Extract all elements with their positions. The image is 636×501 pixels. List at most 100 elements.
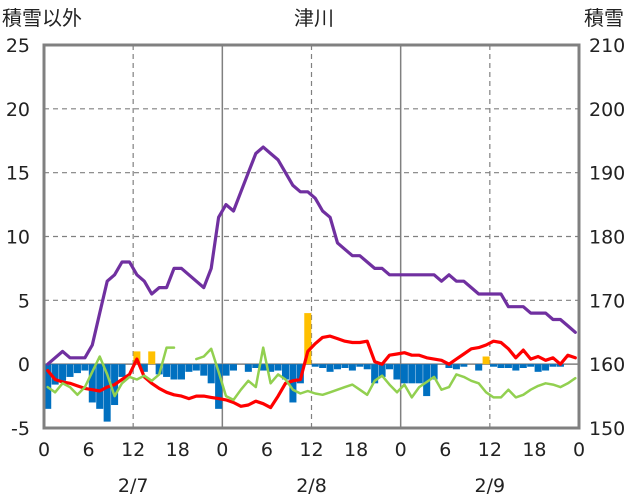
left-tick-label: 20 bbox=[6, 99, 30, 121]
right-tick-label: 190 bbox=[589, 163, 625, 185]
x-date-label: 2/8 bbox=[296, 475, 327, 497]
bar-negative bbox=[527, 364, 535, 367]
bar-negative bbox=[267, 364, 275, 372]
bar-negative bbox=[170, 364, 178, 380]
right-tick-label: 160 bbox=[589, 354, 625, 376]
bar-negative bbox=[460, 364, 468, 367]
right-tick-label: 170 bbox=[589, 290, 625, 312]
x-hour-label: 0 bbox=[38, 439, 50, 461]
bar-negative bbox=[155, 364, 163, 375]
left-tick-label: 0 bbox=[18, 354, 30, 376]
bar-negative bbox=[192, 364, 200, 371]
bar-negative bbox=[103, 364, 111, 422]
bar-negative bbox=[311, 364, 319, 367]
bar-negative bbox=[534, 364, 542, 372]
bar-negative bbox=[252, 364, 260, 368]
bar-negative bbox=[96, 364, 104, 409]
bar-negative bbox=[207, 364, 215, 384]
right-tick-label: 180 bbox=[589, 227, 625, 249]
bar-negative bbox=[200, 364, 208, 376]
snow-depth-line bbox=[46, 145, 577, 366]
bar-negative bbox=[66, 364, 74, 377]
bar-negative bbox=[445, 364, 453, 368]
bar-negative bbox=[222, 364, 230, 376]
right-tick-label: 200 bbox=[589, 99, 625, 121]
bar-negative bbox=[281, 364, 290, 380]
bar-negative bbox=[319, 364, 327, 368]
left-tick-label: 25 bbox=[6, 35, 30, 57]
left-tick-label: 15 bbox=[6, 163, 30, 185]
bar-negative bbox=[118, 364, 126, 377]
bar-positive bbox=[304, 313, 312, 365]
bar-negative bbox=[259, 364, 267, 371]
bar-negative bbox=[51, 364, 59, 385]
left-y-axis: 25 20 15 10 5 0 -5 bbox=[6, 35, 30, 440]
x-hour-label: 18 bbox=[166, 439, 190, 461]
x-hour-label: 6 bbox=[261, 439, 273, 461]
right-axis-title: 積雪 bbox=[584, 6, 624, 30]
bar-negative bbox=[408, 364, 416, 384]
bar-negative bbox=[229, 364, 237, 371]
left-axis-title: 積雪以外 bbox=[2, 6, 82, 30]
bar-negative bbox=[386, 364, 394, 370]
bar-negative bbox=[423, 364, 431, 397]
right-tick-label: 150 bbox=[589, 418, 625, 440]
green-series-line bbox=[46, 346, 577, 402]
bar-negative bbox=[363, 364, 371, 370]
bar-negative bbox=[185, 364, 193, 372]
x-hour-label: 18 bbox=[344, 439, 368, 461]
bar-positive bbox=[148, 351, 156, 365]
x-hour-axis: 0 6 12 18 0 6 12 18 0 6 12 18 0 bbox=[38, 439, 585, 461]
x-hour-label: 12 bbox=[121, 439, 145, 461]
x-hour-label: 6 bbox=[83, 439, 95, 461]
bar-negative bbox=[519, 364, 527, 368]
x-hour-label: 18 bbox=[522, 439, 546, 461]
left-tick-label: 10 bbox=[6, 227, 30, 249]
bar-negative bbox=[289, 364, 297, 403]
x-date-label: 2/7 bbox=[118, 475, 149, 497]
bar-negative bbox=[504, 364, 512, 368]
x-date-axis: 2/7 2/8 2/9 bbox=[118, 475, 505, 497]
bar-negative bbox=[140, 364, 148, 372]
bar-negative bbox=[542, 364, 550, 371]
series-lines bbox=[46, 145, 577, 410]
x-hour-label: 12 bbox=[299, 439, 323, 461]
bar-negative bbox=[333, 364, 342, 370]
temperature-line bbox=[46, 334, 577, 410]
bar-negative bbox=[177, 364, 185, 380]
bar-negative bbox=[59, 364, 67, 381]
right-y-axis: 210 200 190 180 170 160 150 bbox=[589, 35, 625, 440]
bar-positive bbox=[482, 356, 490, 365]
x-hour-label: 12 bbox=[478, 439, 502, 461]
x-hour-label: 0 bbox=[395, 439, 407, 461]
bar-negative bbox=[497, 364, 505, 368]
bar-negative bbox=[475, 364, 483, 371]
bar-negative bbox=[490, 364, 498, 367]
bar-negative bbox=[163, 364, 171, 377]
bar-negative bbox=[393, 364, 401, 380]
bar-negative bbox=[415, 364, 423, 384]
bar-negative bbox=[73, 364, 81, 374]
left-tick-label: -5 bbox=[11, 418, 30, 440]
right-tick-label: 210 bbox=[589, 35, 625, 57]
bar-negative bbox=[274, 364, 282, 371]
bar-negative bbox=[341, 364, 349, 368]
x-hour-label: 6 bbox=[439, 439, 451, 461]
bar-negative bbox=[244, 364, 252, 372]
grid bbox=[44, 45, 579, 428]
bar-negative bbox=[215, 364, 223, 409]
x-date-label: 2/9 bbox=[475, 475, 506, 497]
bar-negative bbox=[88, 364, 96, 403]
bar-negative bbox=[430, 364, 438, 380]
plot-frame bbox=[42, 43, 581, 430]
bar-negative bbox=[356, 364, 364, 367]
bar-negative bbox=[400, 364, 408, 384]
bar-negative bbox=[378, 364, 386, 377]
bar-negative bbox=[371, 364, 379, 384]
bar-negative bbox=[512, 364, 520, 371]
bar-negative bbox=[549, 364, 557, 367]
left-tick-label: 5 bbox=[18, 290, 30, 312]
x-hour-label: 0 bbox=[216, 439, 228, 461]
bar-negative bbox=[452, 364, 460, 370]
